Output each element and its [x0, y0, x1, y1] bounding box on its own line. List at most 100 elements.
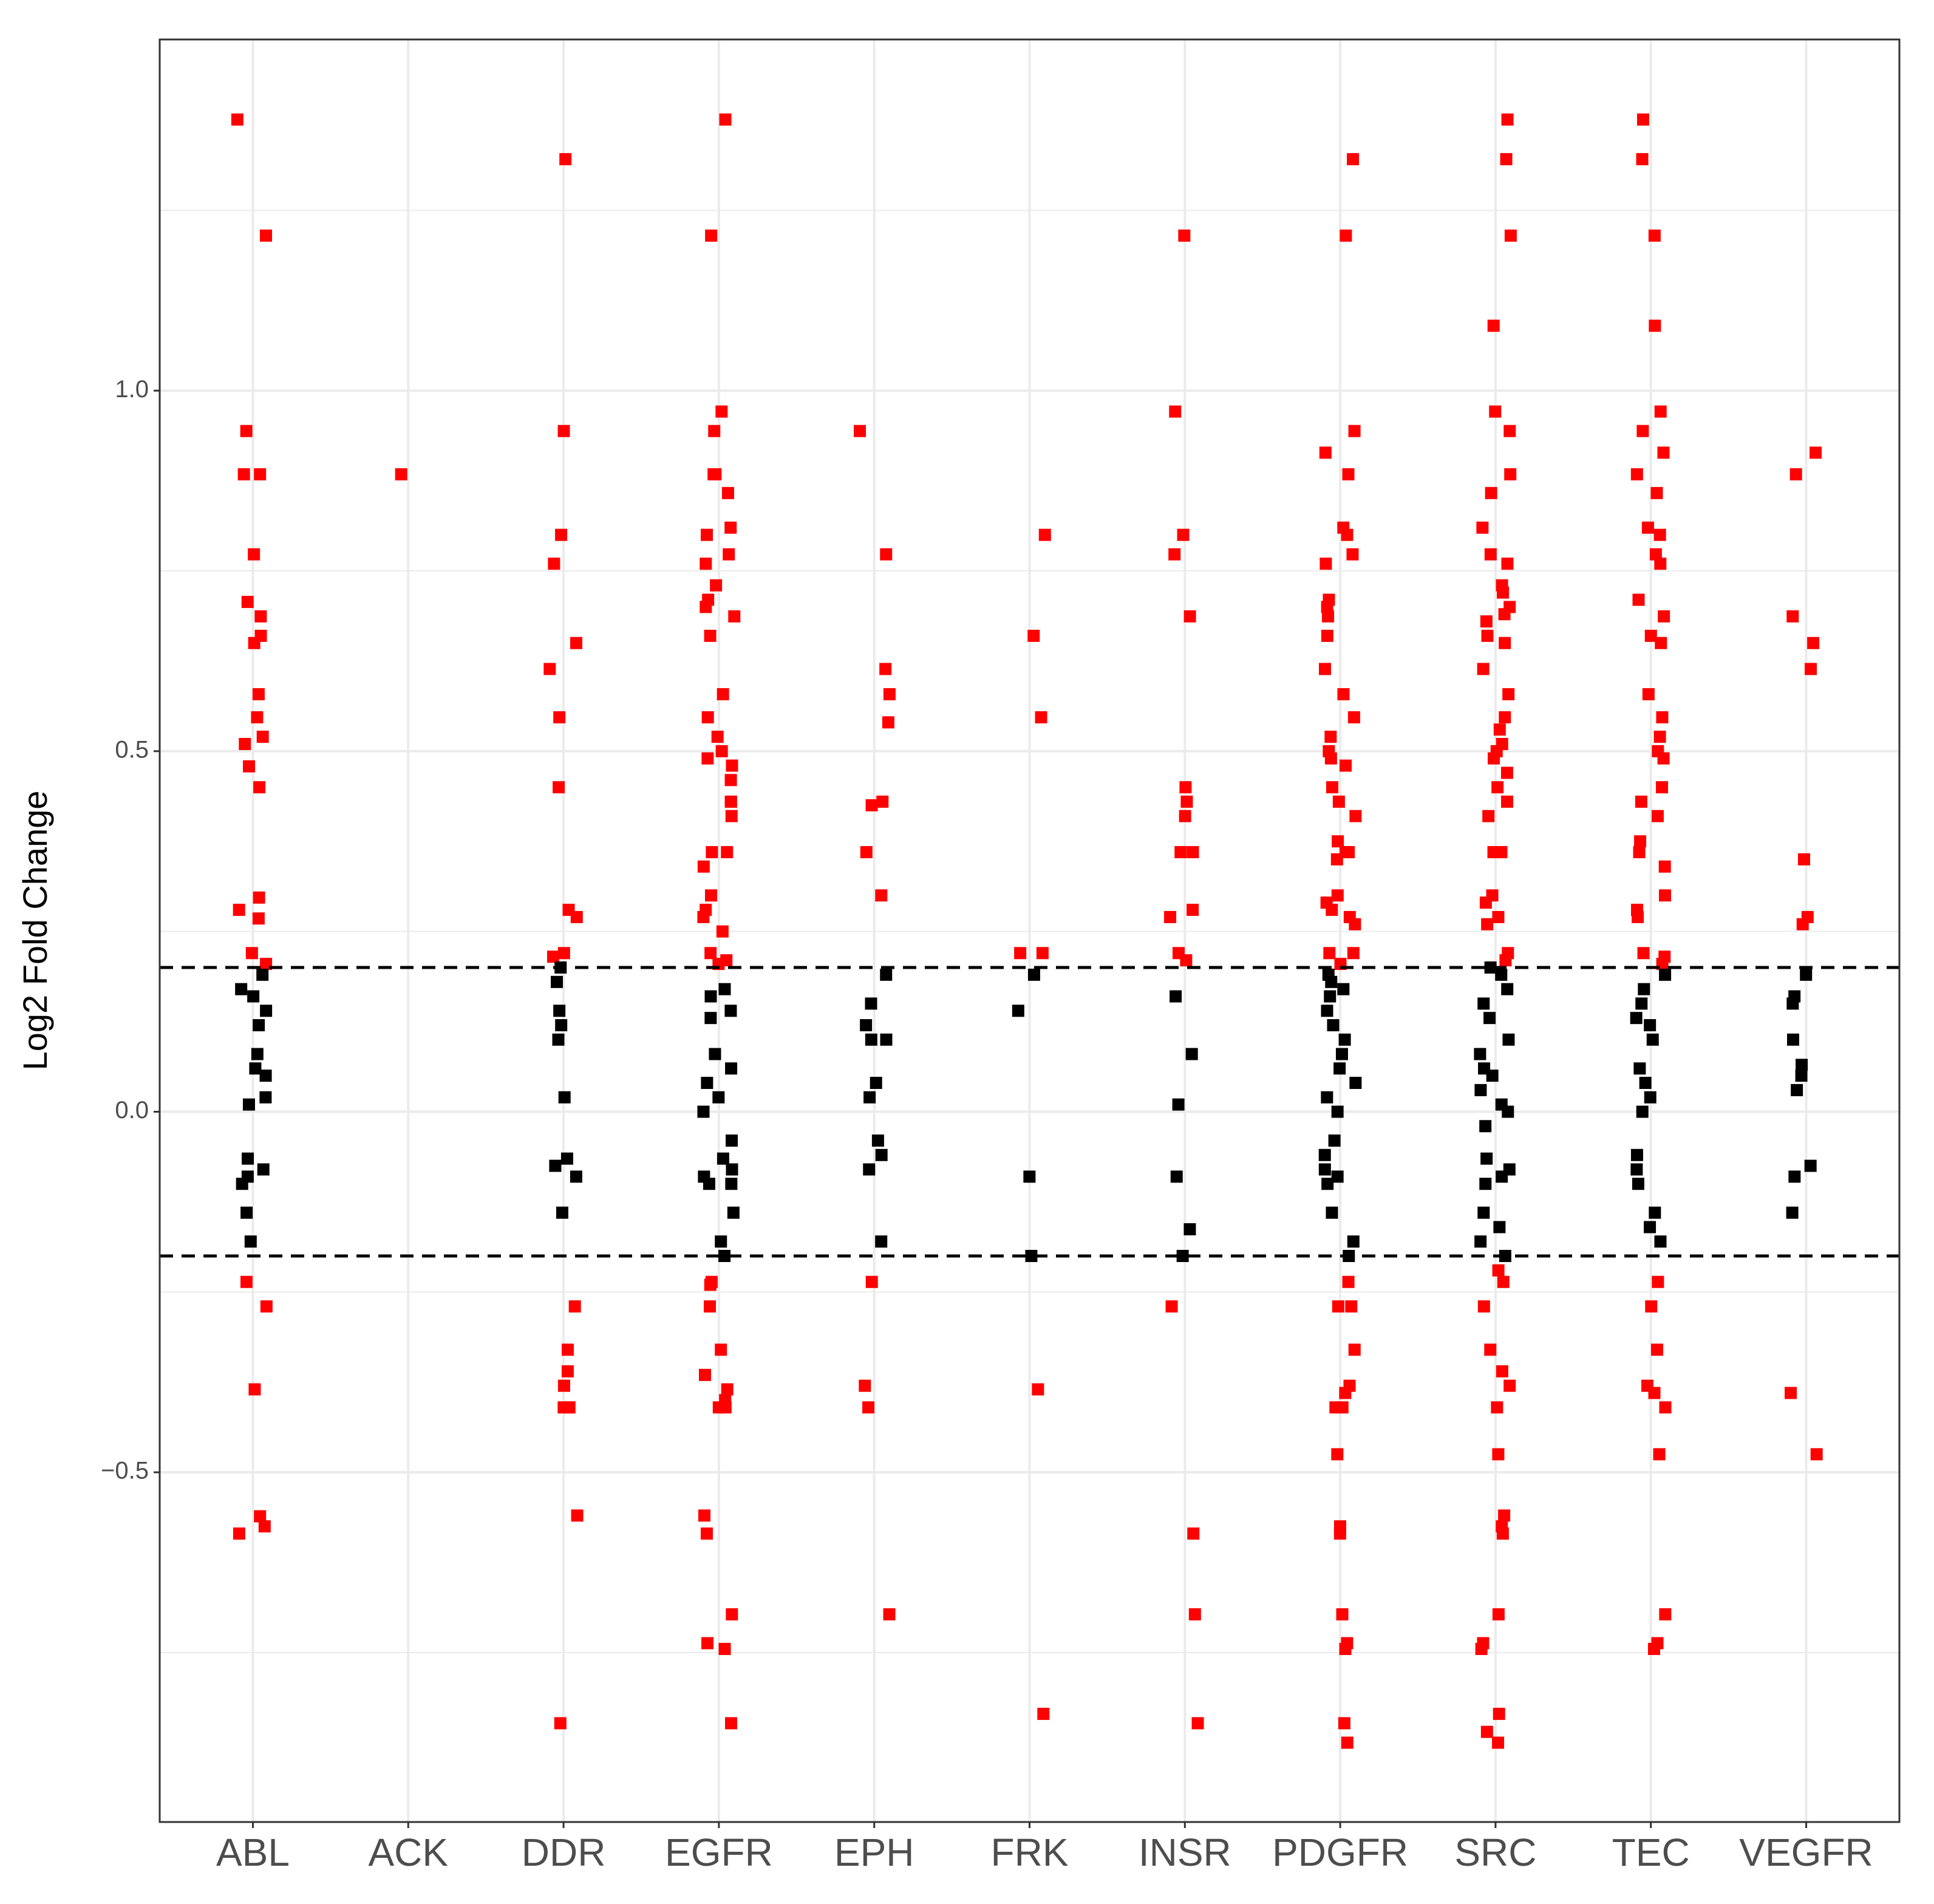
point [1168, 548, 1181, 561]
x-tick-label: FRK [991, 1831, 1069, 1874]
point [871, 1135, 884, 1147]
point [1659, 1608, 1672, 1621]
point [865, 799, 878, 811]
point [1346, 548, 1359, 561]
point [865, 1033, 877, 1046]
point [1333, 1527, 1346, 1540]
point [1324, 752, 1337, 765]
point [253, 891, 265, 904]
point [1324, 990, 1336, 1003]
point [1654, 558, 1667, 570]
point [1655, 636, 1667, 649]
point [715, 1343, 727, 1356]
point [712, 1091, 725, 1104]
point [548, 558, 560, 570]
point [1498, 1509, 1511, 1522]
point [1649, 319, 1661, 332]
point [571, 1509, 584, 1522]
point [1337, 688, 1350, 701]
point [1497, 1275, 1510, 1288]
point [1487, 752, 1500, 765]
point [1332, 795, 1345, 808]
point [1025, 1249, 1038, 1262]
point [1651, 810, 1664, 822]
point [1797, 853, 1810, 865]
point [1487, 319, 1500, 332]
point [880, 1033, 893, 1046]
point [1641, 521, 1654, 534]
point [1174, 846, 1187, 859]
point [549, 1159, 562, 1172]
point [1635, 997, 1648, 1010]
point [1491, 781, 1504, 794]
point [1319, 558, 1332, 570]
point [709, 468, 722, 480]
point [698, 1509, 710, 1522]
point [1504, 229, 1517, 242]
point [1474, 1083, 1487, 1096]
point [726, 1608, 738, 1621]
point [1477, 663, 1490, 675]
point [862, 1401, 875, 1414]
point [1183, 610, 1196, 623]
point [1484, 1343, 1497, 1356]
point [1499, 954, 1512, 967]
x-tick-label: EGFR [665, 1831, 773, 1874]
x-tick-label: DDR [522, 1831, 606, 1874]
point [1336, 1608, 1349, 1621]
point [1477, 1300, 1490, 1313]
point [725, 1062, 738, 1075]
point [1329, 1401, 1342, 1414]
point [704, 990, 717, 1003]
point [260, 1300, 273, 1313]
point [1493, 723, 1506, 736]
point [1185, 1048, 1198, 1060]
point [715, 405, 728, 418]
point [1795, 1070, 1808, 1082]
point [1491, 1401, 1503, 1414]
y-tick-label: 0.5 [115, 736, 149, 763]
point [701, 1637, 714, 1650]
point [1347, 1235, 1360, 1248]
point [1659, 1401, 1672, 1414]
point [1321, 1091, 1333, 1104]
point [726, 1163, 738, 1176]
point [697, 910, 710, 923]
point [712, 1401, 725, 1414]
point [1349, 810, 1362, 822]
x-tick-label: PDGFR [1272, 1831, 1408, 1874]
point [724, 521, 737, 534]
point [240, 425, 253, 437]
point [1630, 1148, 1643, 1161]
point [1326, 781, 1338, 794]
point [1807, 636, 1820, 649]
point [703, 1178, 715, 1190]
point [1170, 990, 1182, 1003]
point [717, 1152, 729, 1165]
point [1786, 610, 1799, 623]
plot-border [158, 38, 1901, 1823]
point [252, 688, 265, 701]
point [1332, 1300, 1344, 1313]
point [251, 1048, 264, 1060]
point [1501, 795, 1514, 808]
x-tick-label: SRC [1454, 1831, 1536, 1874]
point [557, 947, 570, 960]
point [1038, 528, 1051, 541]
point [863, 1091, 876, 1104]
point [1480, 615, 1493, 628]
point [727, 1206, 740, 1219]
point [1349, 1077, 1362, 1090]
point [879, 663, 892, 675]
point [555, 528, 568, 541]
point [1474, 1048, 1486, 1060]
point [701, 711, 714, 724]
y-axis-label: Log2 Fold Change [16, 791, 54, 1071]
point [718, 983, 731, 995]
point [1633, 846, 1646, 859]
point [704, 1278, 717, 1291]
point [233, 1527, 245, 1540]
point [1480, 1152, 1493, 1165]
point [570, 636, 583, 649]
point [240, 1206, 253, 1219]
